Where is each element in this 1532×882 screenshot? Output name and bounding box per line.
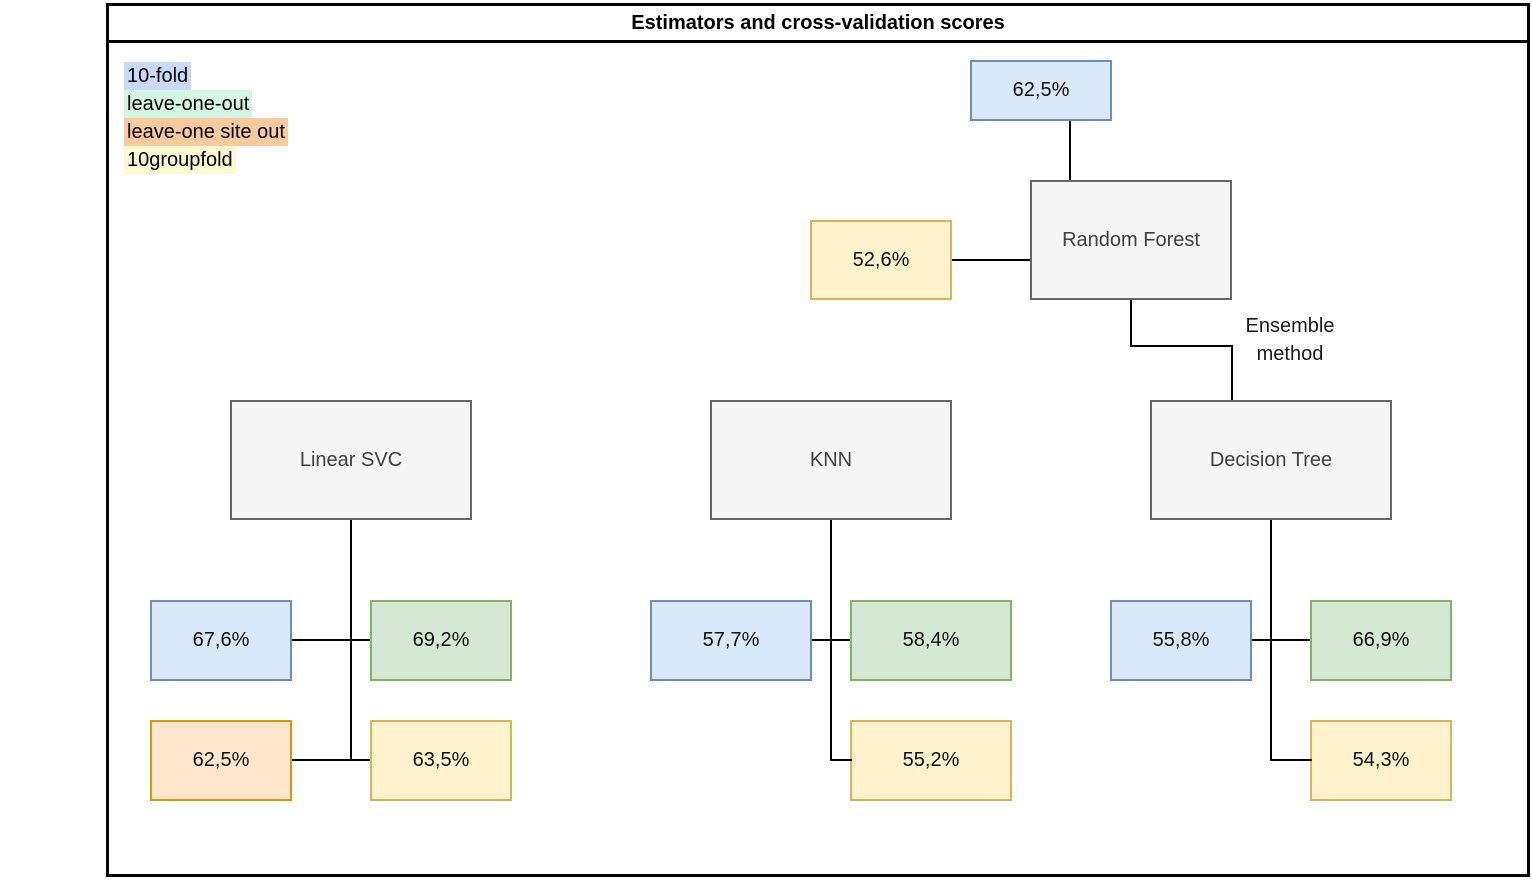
score-box-knn-10fold: 57,7% bbox=[650, 600, 812, 681]
score-box-decision-tree-leave-one-out: 66,9% bbox=[1310, 600, 1452, 681]
legend: 10-fold leave-one-out leave-one site out… bbox=[124, 62, 288, 174]
score-box-decision-tree-10fold: 55,8% bbox=[1110, 600, 1252, 681]
connector-rf-10fold bbox=[1069, 121, 1071, 180]
title-band: Estimators and cross-validation scores bbox=[109, 6, 1527, 43]
connector-knn-row2 bbox=[830, 759, 852, 761]
score-box-knn-leave-one-out: 58,4% bbox=[850, 600, 1012, 681]
connector-decision-tree-row1 bbox=[1252, 639, 1310, 641]
legend-item-10fold: 10-fold bbox=[124, 62, 192, 90]
score-box-decision-tree-10groupfold: 54,3% bbox=[1310, 720, 1452, 801]
score-box-knn-10groupfold: 55,2% bbox=[850, 720, 1012, 801]
estimator-box-knn: KNN bbox=[710, 400, 952, 520]
connector-linear-svc-row2 bbox=[292, 759, 370, 761]
score-box-linear-svc-10fold: 67,6% bbox=[150, 600, 292, 681]
ensemble-method-label: Ensemble method bbox=[1245, 315, 1335, 365]
score-box-random-forest-10fold: 62,5% bbox=[970, 60, 1112, 121]
score-box-linear-svc-leave-one-site-out: 62,5% bbox=[150, 720, 292, 801]
score-box-linear-svc-leave-one-out: 69,2% bbox=[370, 600, 512, 681]
connector-linear-svc-row1 bbox=[292, 639, 370, 641]
estimator-box-random-forest: Random Forest bbox=[1030, 180, 1232, 300]
connector-knn-row1 bbox=[812, 639, 850, 641]
legend-item-leave-one-site-out: leave-one site out bbox=[124, 118, 288, 146]
connector-decision-tree-row2 bbox=[1270, 759, 1312, 761]
connector-ensemble-segment-2 bbox=[1130, 345, 1233, 347]
legend-item-leave-one-out: leave-one-out bbox=[124, 90, 253, 118]
connector-ensemble-segment-1 bbox=[1130, 300, 1132, 347]
score-box-random-forest-10groupfold: 52,6% bbox=[810, 220, 952, 300]
legend-item-10groupfold: 10groupfold bbox=[124, 146, 236, 174]
estimator-box-decision-tree: Decision Tree bbox=[1150, 400, 1392, 520]
diagram-title: Estimators and cross-validation scores bbox=[631, 11, 1005, 34]
connector-ensemble-segment-3 bbox=[1231, 345, 1233, 400]
connector-rf-10groupfold bbox=[952, 259, 1030, 261]
score-box-linear-svc-10groupfold: 63,5% bbox=[370, 720, 512, 801]
estimator-box-linear-svc: Linear SVC bbox=[230, 400, 472, 520]
